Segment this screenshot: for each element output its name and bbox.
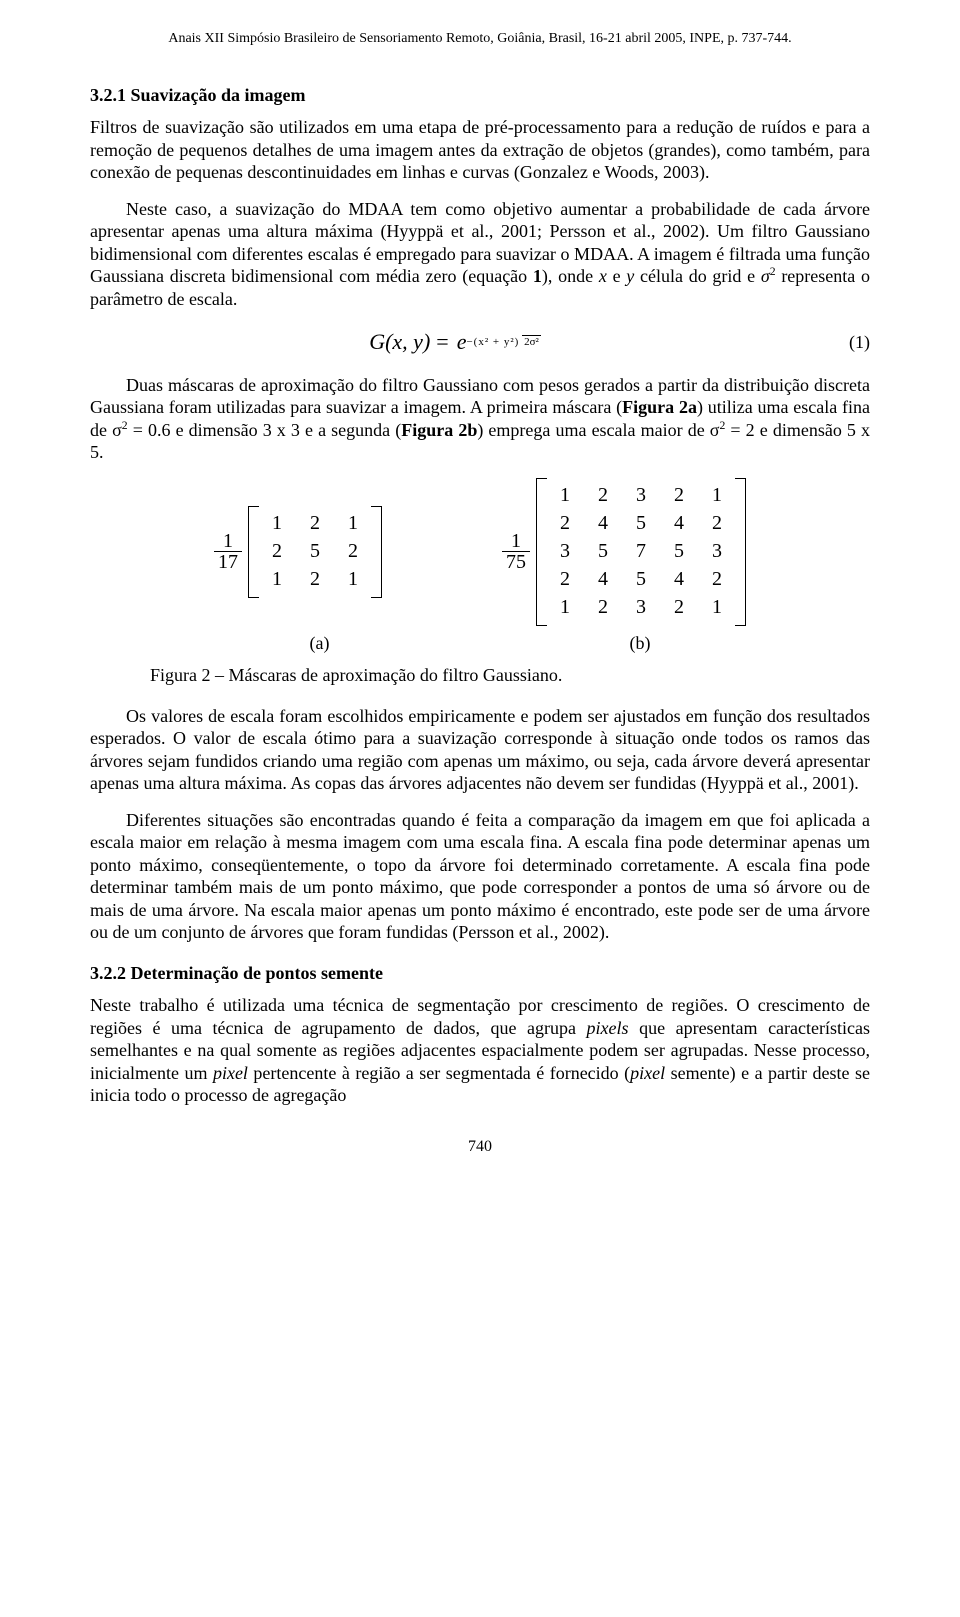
matrix-entry: 2 [712,567,722,592]
matrix-entry: 5 [636,567,646,592]
matrix-b: 175 1232124542357532454212321 [502,478,746,626]
matrix-entry: 7 [636,539,646,564]
matrix-entry: 2 [560,511,570,536]
matrix-a: 117 121252121 [214,478,382,626]
matrix-entry: 3 [636,595,646,620]
matrix-entry: 1 [272,567,282,592]
matrix-entry: 2 [674,595,684,620]
matrix-a-label: (a) [310,632,330,655]
equation-1: G(x, y) = e −(x² + y²) 2σ² (1) [90,328,870,356]
running-head: Anais XII Simpósio Brasileiro de Sensori… [90,30,870,48]
matrix-entry: 1 [712,595,722,620]
eq-number: (1) [820,331,870,354]
matrix-entry: 2 [712,511,722,536]
matrix-entry: 4 [674,511,684,536]
matrix-entry: 1 [348,511,358,536]
matrix-entry: 3 [636,483,646,508]
matrix-entry: 1 [560,595,570,620]
matrix-entry: 1 [560,483,570,508]
matrix-row: 117 121252121 175 1232124542357532454212… [90,478,870,626]
matrix-entry: 2 [560,567,570,592]
s321-p4: Os valores de escala foram escolhidos em… [90,705,870,795]
matrix-entry: 5 [674,539,684,564]
matrix-entry: 2 [598,595,608,620]
s321-p5: Diferentes situações são encontradas qua… [90,809,870,944]
matrix-entry: 5 [598,539,608,564]
matrix-entry: 2 [598,483,608,508]
matrix-entry: 5 [310,539,320,564]
page-number: 740 [90,1137,870,1157]
matrix-entry: 4 [598,567,608,592]
s321-p3: Duas máscaras de aproximação do filtro G… [90,374,870,464]
figure-2-caption: Figura 2 – Máscaras de aproximação do fi… [150,664,870,687]
eq-lhs: G(x, y) [369,328,430,356]
matrix-entry: 5 [636,511,646,536]
matrix-entry: 1 [348,567,358,592]
s321-p2: Neste caso, a suavização do MDAA tem com… [90,198,870,311]
section-321-title: 3.2.1 Suavização da imagem [90,84,870,107]
matrix-entry: 2 [310,511,320,536]
matrix-entry: 3 [560,539,570,564]
matrix-entry: 1 [272,511,282,536]
matrix-entry: 4 [674,567,684,592]
section-322-title: 3.2.2 Determinação de pontos semente [90,962,870,985]
matrix-entry: 2 [348,539,358,564]
matrix-entry: 2 [310,567,320,592]
s322-p1: Neste trabalho é utilizada uma técnica d… [90,994,870,1107]
matrix-entry: 4 [598,511,608,536]
matrix-entry: 3 [712,539,722,564]
matrix-entry: 1 [712,483,722,508]
eq-exponent: −(x² + y²) 2σ² [466,337,540,347]
matrix-entry: 2 [272,539,282,564]
matrix-entry: 2 [674,483,684,508]
s321-p1: Filtros de suavização são utilizados em … [90,116,870,184]
matrix-b-label: (b) [629,632,650,655]
